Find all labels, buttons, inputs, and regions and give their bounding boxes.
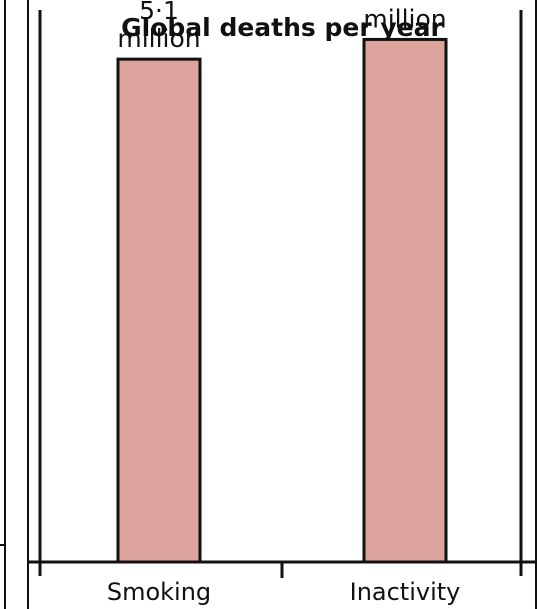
bars-group: [116, 37, 448, 564]
data-label-unit: million: [117, 24, 200, 53]
data-label-number: 5·3: [385, 0, 425, 5]
data-label-unit: million: [363, 4, 446, 33]
bar-smoking: [116, 57, 202, 564]
x-tick-label: Inactivity: [350, 578, 461, 606]
data-label-number: 5·1: [139, 0, 179, 25]
chart-title: Global deaths per year: [121, 13, 443, 42]
x-tick-label: Smoking: [107, 578, 211, 606]
category-labels-group: Smoking Inactivity: [107, 578, 461, 606]
value-labels-group: 5·1million5·3million: [117, 0, 446, 53]
bar-inactivity: [362, 37, 448, 564]
